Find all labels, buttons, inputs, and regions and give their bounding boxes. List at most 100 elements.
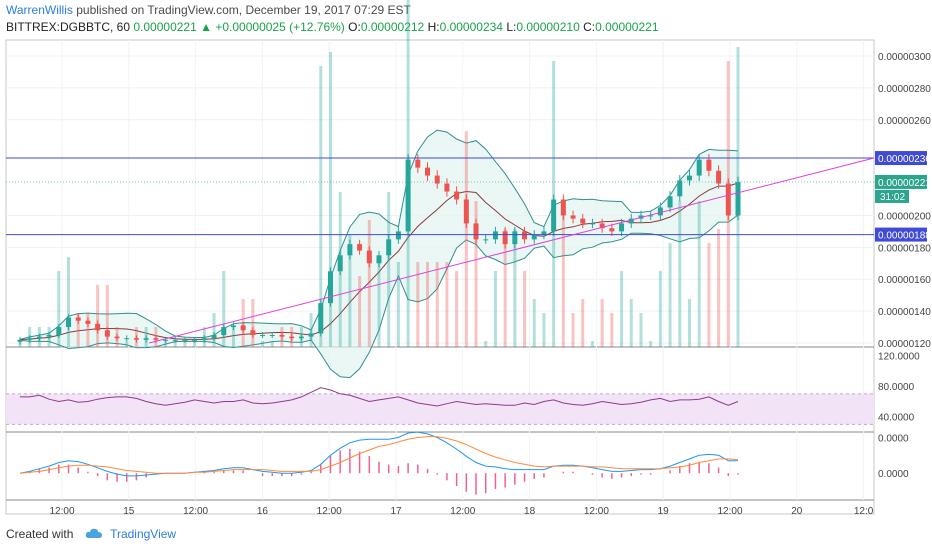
volume-bar [445, 262, 449, 347]
candle-body [609, 228, 615, 232]
candle-body [395, 231, 401, 240]
author-link[interactable]: WarrenWillis [6, 3, 73, 17]
volume-bar [590, 341, 594, 347]
candle-body [570, 215, 576, 219]
time-tick-label: 12:0 [854, 506, 874, 517]
volume-bar [164, 341, 168, 347]
candle-body [182, 339, 188, 341]
candle-body [27, 338, 33, 340]
candle-body [66, 317, 72, 328]
signal-line [19, 436, 739, 474]
candle-body [628, 218, 634, 224]
candle-body [405, 159, 411, 232]
candle-body [725, 183, 731, 216]
up-arrow-icon: ▲ [200, 20, 213, 34]
volume-bar [396, 262, 400, 347]
tradingview-cloud-icon[interactable] [85, 528, 103, 542]
candle-body [648, 215, 654, 217]
bollinger-basis [19, 182, 739, 341]
candle-body [75, 317, 81, 321]
volume-bar [493, 271, 497, 347]
candle-body [298, 336, 304, 339]
last-price-tag: 0.00000221 [878, 178, 931, 189]
volume-bar [377, 262, 381, 347]
candle-body [95, 323, 101, 331]
candle-body [269, 335, 275, 337]
volume-bar [639, 313, 643, 347]
volume-bar [687, 299, 691, 347]
candle-body [483, 239, 489, 241]
volume-bar [231, 327, 235, 347]
candle-body [434, 175, 440, 184]
ohlc-line: BITTREX:DGBBTC, 60 0.00000221 ▲ +0.00000… [6, 20, 659, 34]
candle-body [531, 234, 537, 240]
time-tick-label: 16 [257, 506, 269, 517]
level-label: 0.00000188 [878, 231, 931, 242]
open-value: 0.00000212 [360, 20, 425, 34]
price-tick-label: 0.00000160 [878, 275, 931, 286]
volume-bar [484, 341, 488, 347]
price-tick-label: 0.00000200 [878, 211, 931, 222]
candle-body [211, 335, 217, 339]
volume-bar [309, 313, 313, 347]
volume-bar [261, 341, 265, 347]
candle-body [522, 231, 528, 240]
rsi-tick-label: 80.0000 [878, 382, 915, 393]
candle-body [463, 199, 469, 224]
volume-bar [658, 271, 662, 347]
candle-body [250, 330, 256, 336]
volume-bar [610, 313, 614, 347]
candle-body [153, 338, 159, 340]
time-tick-label: 18 [524, 506, 536, 517]
price-tick-label: 0.00000280 [878, 84, 931, 95]
candle-body [667, 196, 673, 208]
candle-body [357, 244, 363, 251]
candle-body [454, 191, 460, 200]
volume-bar [668, 243, 672, 347]
candle-body [716, 170, 722, 184]
last-price: 0.00000221 [133, 20, 197, 34]
candle-body [366, 250, 372, 264]
candle-body [415, 159, 421, 168]
candle-body [444, 183, 450, 192]
candle-body [502, 231, 508, 245]
candle-body [201, 338, 207, 340]
candle-body [221, 327, 227, 336]
volume-bar [319, 66, 323, 347]
volume-bar [697, 201, 701, 347]
candle-body [163, 339, 169, 341]
open-label: O: [348, 20, 361, 34]
volume-bar [86, 313, 90, 347]
candle-body [599, 223, 605, 229]
candle-body [143, 338, 149, 340]
volume-bar [581, 299, 585, 347]
price-tick-label: 0.00000300 [878, 52, 931, 63]
volume-bar [532, 299, 536, 347]
published-text: published on TradingView.com, December 1… [76, 3, 411, 17]
bollinger-upper [19, 129, 739, 340]
volume-bar [251, 299, 255, 347]
volume-bar [620, 271, 624, 347]
volume-bar [96, 285, 100, 347]
candle-body [686, 175, 692, 181]
time-tick-label: 19 [658, 506, 670, 517]
tradingview-link[interactable]: TradingView [110, 527, 177, 541]
low-label: L: [506, 20, 517, 34]
price-tick-label: 0.00000260 [878, 116, 931, 127]
candle-body [279, 335, 285, 337]
volume-bar [348, 234, 352, 347]
candle-body [240, 325, 246, 331]
time-tick-label: 12:00 [49, 506, 74, 517]
close-value: 0.00000221 [595, 20, 659, 34]
candle-body [492, 231, 498, 240]
price-tick-label: 0.00000120 [878, 339, 931, 350]
high-value: 0.00000234 [439, 20, 503, 34]
volume-bar [212, 313, 216, 347]
countdown-tag-bg [875, 189, 909, 203]
volume-bar [649, 341, 653, 347]
candle-body [512, 231, 518, 245]
time-tick-label: 12:00 [317, 506, 342, 517]
volume-bar [328, 52, 332, 347]
candle-body [260, 335, 266, 337]
